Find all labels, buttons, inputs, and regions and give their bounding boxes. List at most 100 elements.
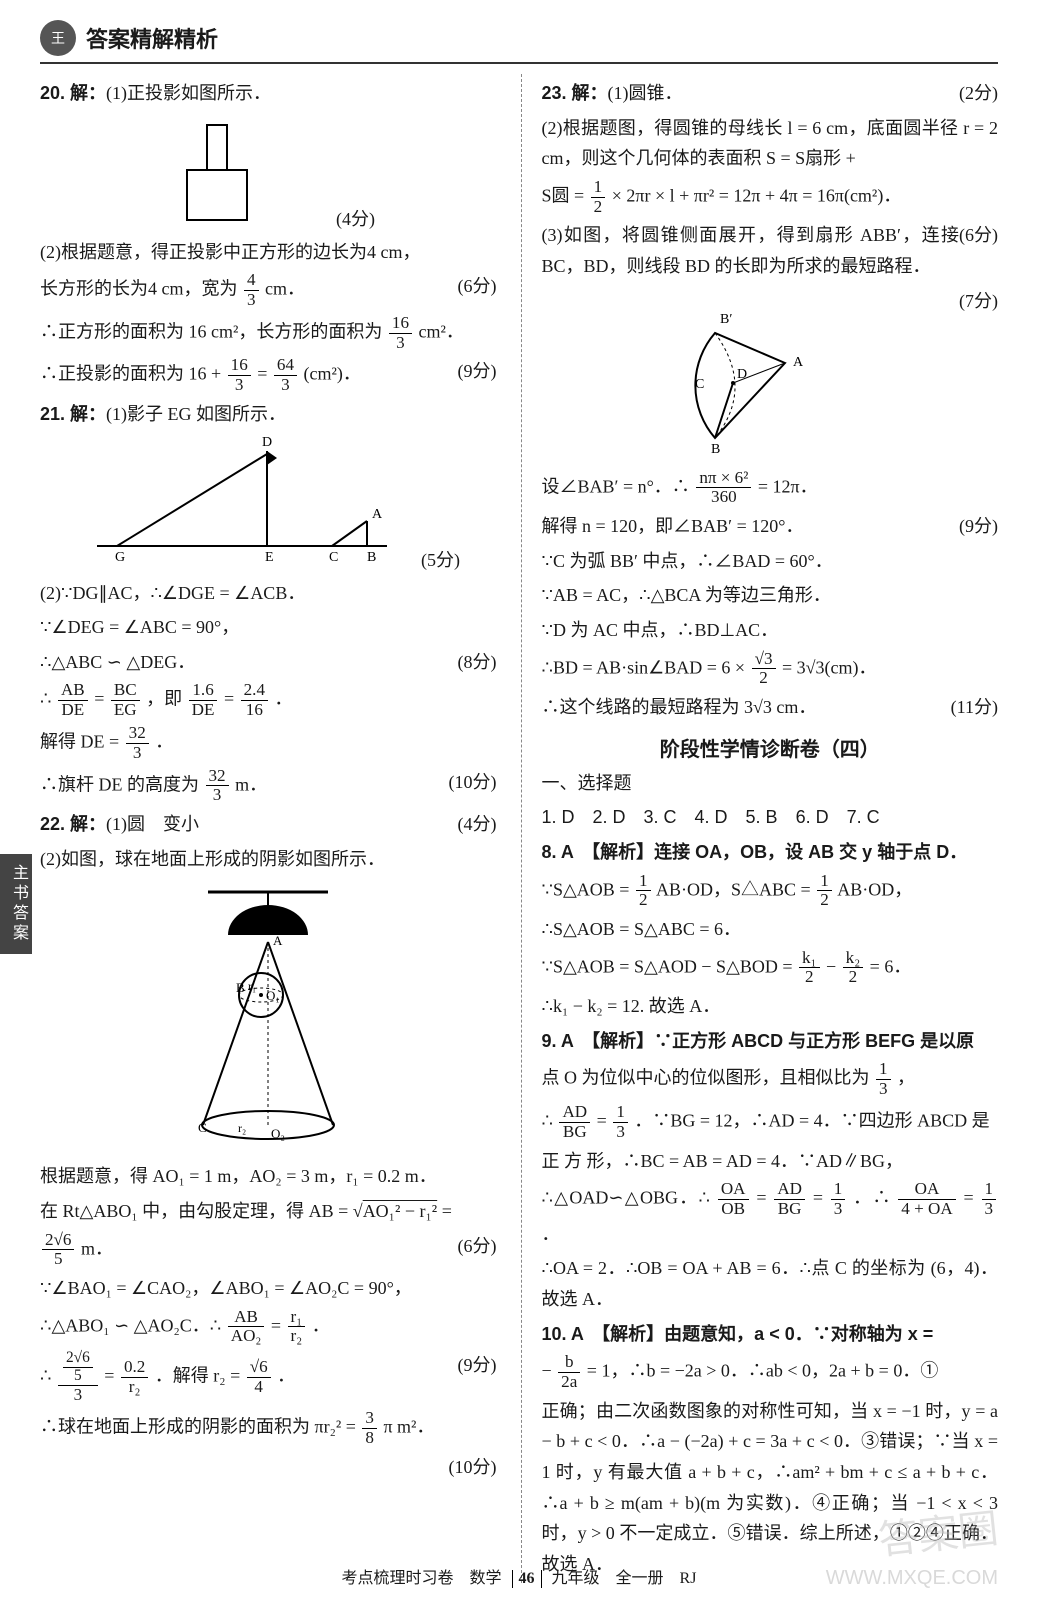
q23-p3b: × 2πr × l + πr² = 12π + 4π = 16π(cm²)．	[612, 185, 902, 205]
q10-l1b: = 1，∴b = −2a > 0．∴ab < 0，2a + b = 0．①	[587, 1361, 939, 1381]
q20-p5: ∴正投影的面积为 16 + 163 = 643 (cm²)． (9分)	[40, 356, 497, 395]
q22-p4: 在 Rt△ABO₁ 中，由勾股定理，得 AB = √AO₁² − r₁² =	[40, 1196, 497, 1227]
q8-head: 8. A 【解析】连接 OA，OB，设 AB 交 y 轴于点 D．	[542, 837, 999, 868]
footer-right: 九年级 全一册 RJ	[552, 1570, 697, 1587]
q23-p3a: S圆 =	[542, 185, 589, 205]
q23-figure: B′ A D C B	[542, 288, 999, 463]
svg-text:A: A	[273, 933, 283, 948]
n: 32	[206, 767, 229, 787]
d: 3	[831, 1200, 846, 1219]
d: BG	[774, 1200, 805, 1219]
d: 3	[274, 376, 297, 395]
left-column: 主书答案 20. 解：(1)正投影如图所示． (4分) (2)根据题意，得正投影…	[40, 74, 497, 1583]
q22-p5: ∵∠BAO₁ = ∠CAO₂，∠ABO₁ = ∠AO₂C = 90°，	[40, 1273, 497, 1304]
q8-l3b: −	[826, 956, 841, 976]
section4-answers: 1. D 2. D 3. C 4. D 5. B 6. D 7. C	[542, 802, 999, 833]
columns: 主书答案 20. 解：(1)正投影如图所示． (4分) (2)根据题意，得正投影…	[40, 74, 998, 1583]
q8-l3a: ∵S△AOB = S△AOD − S△BOD =	[542, 956, 797, 976]
n2: 2√6	[63, 1350, 93, 1368]
q9-l3: 正 方 形，∴BC = AB = AD = 4．∵AD∥BG，	[542, 1146, 999, 1177]
q21-figure: D A G E C B (5分)	[40, 436, 497, 572]
q20-p4b: cm²．	[418, 321, 463, 341]
frac-64-3: 643	[274, 356, 297, 395]
svg-text:C: C	[198, 1120, 207, 1135]
q22-p8a: ∴球在地面上形成的阴影的面积为 πr₂² =	[40, 1416, 360, 1436]
q9-l2b: =	[597, 1110, 612, 1130]
q23-p5: 设∠BAB′ = n°．∴ nπ × 6²360 = 12π．	[542, 469, 999, 508]
q20-line1: 20. 解：(1)正投影如图所示．	[40, 78, 497, 109]
svg-text:A: A	[793, 355, 804, 370]
q20-figure: (4分)	[40, 115, 497, 231]
right-column: 23. 解：(1)圆锥． (2分) (2)根据题图，得圆锥的母线长 l = 6 …	[521, 74, 999, 1583]
n: k₁	[799, 949, 820, 969]
q20-p5b: =	[257, 364, 272, 384]
d: 4 + OA	[898, 1200, 955, 1219]
q8-f1: 12	[636, 872, 651, 911]
header-title: 答案精解精析	[86, 22, 218, 54]
q9-f13b: 13	[613, 1103, 628, 1142]
svg-text:r₂: r₂	[238, 1121, 246, 1135]
q20-num: 20. 解：	[40, 83, 106, 103]
header-badge: 王	[40, 20, 76, 56]
q21-p1: (1)影子 EG 如图所示．	[106, 404, 286, 424]
q23-p10b: = 3√3(cm)．	[782, 657, 877, 677]
q22-p1: (1)圆 变小	[106, 814, 199, 834]
n: 1	[876, 1060, 891, 1080]
svg-text:A: A	[372, 507, 383, 522]
q20-p3b: cm．	[265, 279, 305, 299]
q21-p7b: m．	[235, 774, 267, 794]
d: 3	[126, 744, 149, 763]
n: 2√65	[58, 1350, 98, 1386]
d: 2	[752, 669, 776, 688]
d: 16	[241, 701, 268, 720]
d: 3	[982, 1200, 997, 1219]
q21-p5e: ．	[275, 689, 293, 709]
q20-p5a: ∴正投影的面积为 16 +	[40, 364, 226, 384]
d: 360	[696, 488, 751, 507]
q22-p8: ∴球在地面上形成的阴影的面积为 πr₂² = 38 π m²．	[40, 1409, 497, 1448]
svg-text:r₁: r₁	[248, 979, 256, 993]
q21-s7: (10分)	[449, 767, 497, 798]
n: 3	[362, 1409, 377, 1429]
q23-p5a: 设∠BAB′ = n°．∴	[542, 476, 690, 496]
n: 1	[817, 872, 832, 892]
q23-s3: (6分)	[959, 220, 998, 251]
q23-p9: ∵D 为 AC 中点，∴BD⊥AC．	[542, 615, 999, 646]
d: 2	[843, 968, 864, 987]
q22-p7b: =	[104, 1366, 119, 1386]
q8-l1: ∵S△AOB = 12 AB·OD，S△ABC = 12 AB·OD，	[542, 872, 999, 911]
q8-l1c: AB·OD，	[837, 879, 912, 899]
d: 8	[362, 1429, 377, 1448]
q23-p5b: = 12π．	[758, 476, 818, 496]
page-footer: 考点梳理时习卷 数学 46 九年级 全一册 RJ	[0, 1564, 1038, 1588]
side-tab: 主书答案	[0, 854, 32, 954]
svg-text:B: B	[367, 550, 376, 565]
q20-p4: ∴正方形的面积为 16 cm²，长方形的面积为 163 cm²．	[40, 314, 497, 353]
q9-head-t: 9. A 【解析】∵正方形 ABCD 与正方形 BEFG 是以原	[542, 1031, 975, 1051]
n: 16	[389, 314, 412, 334]
q21-p5a: ∴	[40, 689, 51, 709]
q9-l4f: ．	[542, 1224, 560, 1244]
q8-l1a: ∵S△AOB =	[542, 879, 634, 899]
frac-r2: 2.416	[241, 681, 268, 720]
svg-text:E: E	[265, 550, 274, 565]
q21-p5b: =	[94, 689, 109, 709]
q21-p2: (2)∵DG∥AC，∴∠DGE = ∠ACB．	[40, 578, 497, 609]
n: AB	[58, 681, 88, 701]
n: r₁	[288, 1308, 306, 1328]
d: DE	[189, 701, 218, 720]
q22-s8: (10分)	[449, 1452, 497, 1483]
q9-l4b: =	[756, 1188, 772, 1208]
q22-p7d: ．	[277, 1366, 295, 1386]
svg-text:C: C	[329, 550, 338, 565]
n: b	[558, 1353, 580, 1373]
q9-adbg2: ADBG	[774, 1180, 805, 1219]
q23-l1: 23. 解：(1)圆锥． (2分)	[542, 78, 999, 109]
n: OA	[718, 1180, 749, 1200]
frac-ab-ao2: ABAO₂	[228, 1308, 265, 1347]
frac-1-2: 12	[591, 178, 606, 217]
q8-fk1: k₁2	[799, 949, 820, 988]
q23-p6t: 解得 n = 120，即∠BAB′ = 120°．	[542, 516, 804, 536]
q22-p2: (2)如图，球在地面上形成的阴影如图所示．	[40, 844, 497, 875]
q22-line1: 22. 解：(1)圆 变小 (4分)	[40, 809, 497, 840]
